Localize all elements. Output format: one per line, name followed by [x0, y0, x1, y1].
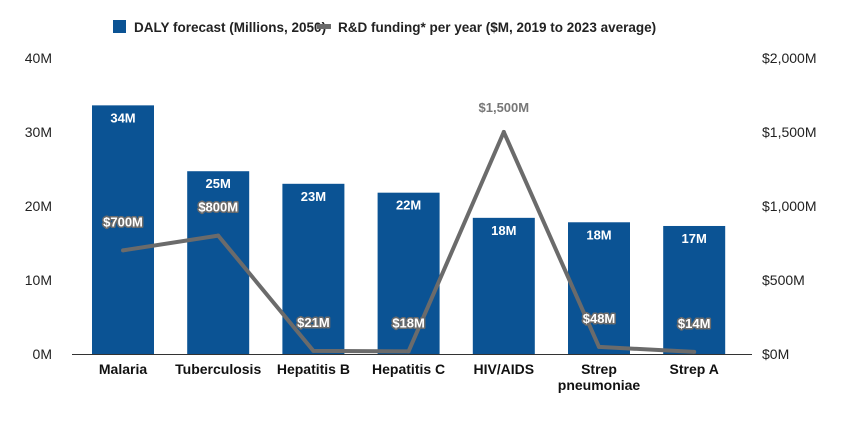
bar-label: 34M: [110, 110, 135, 125]
left-axis-tick: 40M: [25, 50, 52, 66]
funding-point-3: [311, 348, 316, 353]
category-label: Tuberculosis: [175, 361, 261, 377]
funding-label: $48M: [583, 311, 616, 326]
funding-point-4: [406, 349, 411, 354]
right-axis-tick: $1,500M: [762, 124, 816, 140]
funding-label: $18M: [392, 315, 425, 330]
bar-label: 18M: [491, 223, 516, 238]
funding-label: $1,500M: [479, 100, 530, 115]
bar-label: 23M: [301, 189, 326, 204]
funding-label: $700M: [103, 214, 143, 229]
left-axis-tick: 10M: [25, 272, 52, 288]
category-label: Hepatitis B: [277, 361, 350, 377]
category-label: pneumoniae: [558, 377, 641, 393]
bar-4: [377, 192, 440, 354]
bar-7: [663, 225, 726, 354]
left-axis-tick: 20M: [25, 198, 52, 214]
funding-point-6: [597, 344, 601, 349]
category-label: Strep: [581, 361, 617, 377]
right-axis-tick: $1,000M: [762, 198, 816, 214]
bar-1: [92, 105, 154, 354]
bar-label: 18M: [586, 227, 611, 242]
funding-label: $800M: [198, 200, 238, 215]
category-label: Hepatitis C: [372, 361, 445, 377]
legend-label-funding: R&D funding* per year ($M, 2019 to 2023 …: [338, 20, 656, 35]
category-label: Malaria: [99, 361, 147, 377]
funding-point-2: [216, 233, 221, 238]
legend-swatch-funding: [317, 24, 331, 29]
category-label: HIV/AIDS: [473, 361, 534, 377]
category-label: Strep A: [670, 361, 719, 377]
funding-point-1: [121, 248, 125, 253]
legend-swatch-daly: [113, 20, 126, 33]
right-axis-tick: $2,000M: [762, 50, 816, 66]
bar-label: 22M: [396, 198, 421, 213]
left-axis-tick: 0M: [33, 346, 52, 362]
bar-5: [472, 217, 535, 354]
bar-label: 17M: [682, 231, 707, 246]
funding-label: $21M: [297, 315, 330, 330]
funding-point-7: [692, 349, 697, 354]
left-axis-tick: 30M: [25, 124, 52, 140]
right-axis-tick: $0M: [762, 346, 789, 362]
bar-6: [568, 222, 630, 354]
funding-label: $14M: [678, 316, 711, 331]
bar-label: 25M: [206, 176, 231, 191]
legend-label-daly: DALY forecast (Millions, 2050): [134, 20, 326, 35]
right-axis-tick: $500M: [762, 272, 805, 288]
funding-point-5: [501, 130, 506, 134]
